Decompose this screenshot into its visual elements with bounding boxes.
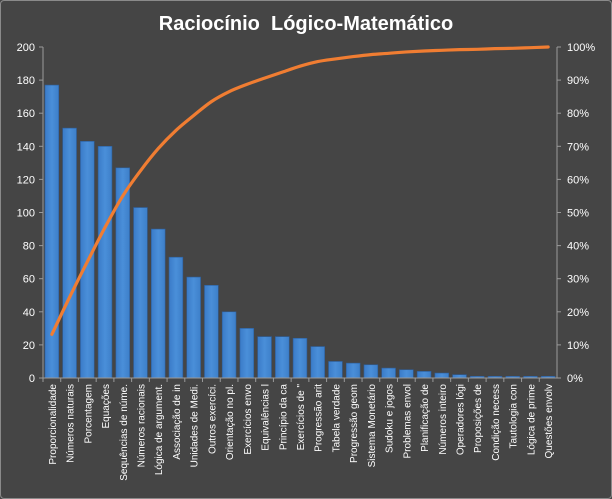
cumulative-line-series <box>50 45 550 336</box>
x-tick-label: Sistema Monetário <box>367 384 378 468</box>
x-tick-label: Porcentagem <box>83 384 94 443</box>
y-tick-label: 80 <box>23 241 35 253</box>
bar <box>434 372 450 379</box>
y-tick-label: 160 <box>17 108 35 120</box>
y-tick-label: 0 <box>29 373 35 385</box>
y-axis-left: 0 20 40 60 80 100 120 140 160 180 200 <box>17 42 44 385</box>
bar <box>97 146 113 379</box>
y2-tick-label: 80% <box>567 108 589 120</box>
x-tick-label: Condição necess <box>491 384 502 461</box>
y-tick-label: 20 <box>23 340 35 352</box>
x-axis: Proporcionalidade Números naturais Porcent… <box>42 377 557 481</box>
x-tick-label: Números naturais <box>66 384 77 463</box>
y-tick-label: 60 <box>23 274 35 286</box>
y2-tick-label: 30% <box>567 274 589 286</box>
bar <box>310 346 325 379</box>
y-tick-label: 100 <box>17 208 35 220</box>
y2-tick-label: 10% <box>567 340 589 352</box>
bar <box>363 364 379 379</box>
bar <box>292 337 308 379</box>
y2-tick-label: 60% <box>567 174 589 186</box>
x-tick-label: Lógica de prime <box>526 384 537 456</box>
x-tick-label: Problemas envol <box>402 384 413 458</box>
bar <box>221 311 237 379</box>
bar <box>399 369 414 379</box>
bar <box>168 256 184 379</box>
bar <box>204 285 219 379</box>
x-tick-label: Tautologia con <box>509 384 520 449</box>
x-tick-label: Planificação de <box>420 384 431 452</box>
x-tick-label: Outros exercíci. <box>207 384 218 454</box>
y2-tick-label: 50% <box>567 208 589 220</box>
x-tick-label: Proposições de <box>473 384 484 453</box>
x-tick-label: Questões envolv <box>544 384 555 459</box>
bar <box>345 362 361 379</box>
x-tick-label: Sequências de núme. <box>119 384 130 481</box>
x-tick-label: Números inteiro <box>438 384 449 455</box>
bar <box>133 207 148 379</box>
x-tick-label: Operadores lógi <box>456 384 467 455</box>
bar <box>186 276 201 379</box>
y2-tick-label: 40% <box>567 241 589 253</box>
y-tick-label: 40 <box>23 307 35 319</box>
bar <box>257 336 272 379</box>
chart-title: Raciocínio Lógico-Matemático <box>159 13 453 35</box>
x-tick-label: Lógica de argument. <box>154 384 165 475</box>
y-tick-label: 200 <box>17 42 35 54</box>
y2-tick-label: 0% <box>567 373 583 385</box>
x-tick-label: Progressão arit <box>314 384 325 452</box>
y-tick-label: 180 <box>17 75 35 87</box>
y-axis-right: 0% 10% 20% 30% 40% 50% 60% 70% 80% 90% 100% <box>556 42 595 385</box>
x-tick-label: Tabela verdade <box>331 384 342 453</box>
y-tick-label: 120 <box>17 174 35 186</box>
bar-series <box>44 84 556 379</box>
y-tick-label: 140 <box>17 141 35 153</box>
x-tick-label: Exercícios envo <box>243 384 254 455</box>
bar <box>150 228 166 379</box>
y2-tick-label: 20% <box>567 307 589 319</box>
y2-tick-label: 70% <box>567 141 589 153</box>
bar <box>381 367 396 379</box>
bar <box>328 361 343 379</box>
x-tick-label: Proporcionalidade <box>48 384 59 465</box>
x-tick-label: Equações <box>101 384 112 428</box>
x-tick-label: Orientação no pl. <box>225 384 236 460</box>
bar <box>275 336 290 379</box>
bar <box>115 167 130 379</box>
bar <box>416 371 432 379</box>
x-tick-label: Princípio da ca <box>278 384 289 451</box>
y2-tick-label: 90% <box>567 75 589 87</box>
y2-tick-label: 100% <box>567 42 595 54</box>
x-tick-label: Progressão geom <box>349 384 360 463</box>
x-tick-label: Equivalências l <box>261 384 272 451</box>
x-tick-label: Sudoku e jogos <box>385 384 396 453</box>
bar <box>239 328 255 379</box>
x-tick-label: Unidades de Medi. <box>190 384 201 467</box>
bar <box>62 127 77 379</box>
x-tick-label: Associação de in <box>172 384 183 460</box>
x-tick-label: Números racionais <box>136 384 147 467</box>
x-tick-label: Exercícios de " <box>296 384 307 451</box>
